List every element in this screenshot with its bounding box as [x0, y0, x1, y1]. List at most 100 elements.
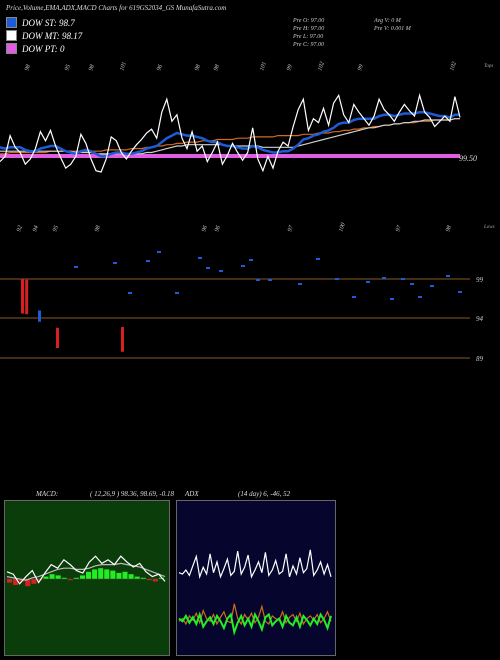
top-tick-label: 101: [119, 61, 128, 72]
macd-histogram-bar: [116, 573, 122, 579]
volume-tick: [241, 265, 245, 267]
volume-tick: [335, 278, 339, 280]
ohlc-avg-volume: Avg V: 0 M: [374, 18, 401, 24]
volume-axis-label: 89: [476, 355, 484, 363]
top-tick-label: 102: [449, 61, 458, 72]
adx-params: (14 day) 6, -46, 52: [238, 490, 291, 498]
macd-histogram-bar: [7, 579, 13, 583]
legend-label-mt: DOW MT: 98.17: [22, 30, 83, 41]
macd-histogram-bar: [13, 579, 19, 585]
volume-bar: [38, 310, 41, 322]
volume-tick: [352, 296, 356, 298]
macd-histogram-bar: [55, 575, 61, 579]
volume-tick: [382, 277, 386, 279]
volume-tick: [128, 292, 132, 294]
legend-dow-st: DOW ST: 98.7: [6, 17, 75, 28]
ohlc-high: Pre H: 97.00: [293, 26, 325, 32]
price-chart: 99.50 98 95 98 101 96 98 98 101 99 102 99 102 Tops 92 9…: [0, 61, 495, 233]
adx-series-adx: [178, 549, 332, 580]
lows-label: Lows: [483, 225, 495, 230]
volume-tick: [198, 257, 202, 259]
macd-histogram-bar: [92, 569, 98, 579]
volume-bar: [56, 327, 59, 348]
volume-axis-label: 94: [476, 315, 484, 323]
macd-histogram-bar: [86, 571, 92, 579]
price-marker-label: 99.50: [459, 154, 477, 163]
adx-series-di: [178, 611, 332, 636]
macd-histogram-bar: [104, 569, 110, 579]
adx-title: ADX: [185, 490, 199, 498]
volume-tick: [430, 285, 434, 287]
macd-histogram-bar: [122, 571, 128, 579]
top-tick-label: 98: [88, 64, 96, 72]
legend-swatch-mt: [6, 30, 17, 41]
macd-histogram-bar: [146, 579, 152, 581]
ohlc-close: Pre C: 97.00: [293, 42, 324, 48]
volume-tick: [206, 267, 210, 269]
bottom-tick-label: 98: [445, 225, 453, 233]
legend-swatch-st: [6, 17, 17, 28]
volume-tick: [401, 278, 405, 280]
macd-line: [6, 555, 166, 585]
legend-swatch-pt: [6, 43, 17, 54]
bottom-tick-label: 98: [94, 225, 102, 233]
bottom-tick-label: 94: [31, 225, 40, 233]
macd-histogram-bar: [158, 577, 164, 579]
volume-tick: [418, 296, 422, 298]
macd-histogram-bar: [128, 574, 134, 579]
macd-histogram-bar: [67, 579, 73, 581]
top-tick-label: 102: [317, 61, 326, 72]
legend-label-st: DOW ST: 98.7: [22, 17, 75, 28]
volume-tick: [298, 283, 302, 285]
bottom-tick-label: 92: [16, 225, 24, 233]
top-tick-label: 99: [286, 64, 294, 72]
volume-tick: [249, 259, 253, 261]
top-tick-label: 98: [24, 64, 32, 72]
volume-tick: [74, 266, 78, 268]
macd-histogram-bar: [140, 577, 146, 579]
macd-histogram-bar: [98, 568, 104, 579]
dow-pt-band: [0, 154, 460, 158]
legend-dow-mt: DOW MT: 98.17: [6, 30, 82, 41]
volume-tick: [113, 262, 117, 264]
macd-histogram-bar: [152, 579, 158, 582]
volume-bar: [121, 327, 124, 352]
volume-tick: [256, 279, 260, 281]
macd-histogram-bar: [134, 576, 140, 579]
volume-axis-label: 99: [476, 276, 484, 284]
series-close: [0, 93, 461, 173]
bottom-tick-label: 96: [201, 225, 209, 233]
macd-histogram-bar: [31, 579, 37, 584]
macd-histogram-bar: [73, 577, 79, 579]
chart-header: Price,Volume,EMA,ADX,MACD Charts for 619…: [6, 4, 227, 12]
bottom-tick-label: 95: [52, 225, 60, 233]
adx-chart: [176, 500, 336, 656]
volume-tick: [316, 258, 320, 260]
top-tick-label: 96: [156, 64, 164, 72]
bottom-tick-label: 96: [214, 225, 222, 233]
volume-tick: [410, 283, 414, 285]
bottom-tick-label: 100: [338, 222, 347, 233]
macd-histogram-bar: [43, 576, 49, 579]
macd-histogram-bar: [110, 570, 116, 579]
volume-chart: 99 94 89: [0, 251, 484, 363]
macd-signal-line: [6, 562, 166, 581]
macd-histogram-bar: [25, 579, 31, 587]
volume-tick: [458, 291, 462, 293]
ohlc-low: Pre L: 97.00: [293, 34, 324, 40]
bottom-tick-label: 97: [395, 224, 403, 233]
top-tick-label: 101: [259, 61, 268, 72]
macd-title: MACD:: [36, 490, 59, 498]
top-tick-label: 95: [64, 64, 72, 72]
ohlc-prev-volume: Pre V: 0.001 M: [374, 26, 411, 32]
top-tick-label: 98: [194, 64, 202, 72]
macd-histogram-bar: [49, 574, 55, 579]
volume-bar: [25, 279, 29, 315]
legend-label-pt: DOW PT: 0: [22, 43, 65, 54]
legend-dow-pt: DOW PT: 0: [6, 43, 65, 54]
volume-tick: [175, 292, 179, 294]
volume-bar: [21, 279, 24, 314]
volume-tick: [219, 270, 223, 272]
macd-chart: [4, 500, 170, 656]
macd-params: ( 12,26,9 ) 98.36, 98.69, -0.18: [90, 490, 174, 498]
